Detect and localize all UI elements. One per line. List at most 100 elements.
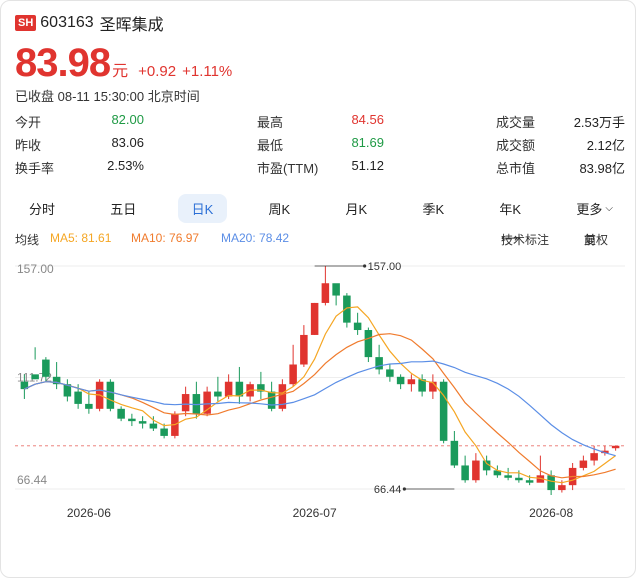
tab-label: 分时 [29,201,56,217]
stat-value: 2.12亿 [586,138,625,153]
stat-label: 成交量 [496,115,536,130]
candle-body [74,391,82,404]
candle-body [525,480,534,483]
adjust-prefix: 前 [584,233,597,247]
candle-body [192,394,201,414]
stat-value: 81.69 [351,135,384,150]
x-axis-label: 2026-08 [529,506,573,520]
price-unit: 元 [112,63,129,80]
tab-label: 年K [499,201,522,217]
candle-body [31,374,39,380]
current-price: 83.98 [15,41,111,85]
stats-row: 昨收 83.06 最低 81.69 成交额 2.12亿 [15,135,625,158]
candle-body [343,295,351,323]
ma-legend: 均线 MA5: 81.61 MA10: 76.97 MA20: 78.42 ⟷ … [15,231,625,247]
stats-row: 今开 82.00 最高 84.56 成交量 2.53万手 [15,112,625,135]
tab-label: 月K [345,201,368,217]
candle-body [536,475,545,483]
tab-period[interactable]: 更多 ⌵ [562,194,627,223]
stat-label: 今开 [15,115,42,130]
price-row: 83.98 元 +0.92 +1.11% [15,41,232,85]
candle-body [235,381,244,397]
market-status: 已收盘 08-11 15:30:00 北京时间 [15,89,200,104]
candle-body [407,379,416,385]
chevron-down-icon: ⌵ [605,202,613,214]
candle-body [214,391,222,397]
y-axis-bottom-label: 66.44 [17,473,47,487]
candle-body [515,477,523,481]
min-marker-dot [402,487,406,491]
ma20-line [24,360,616,457]
candle-body [300,334,308,365]
tab-period[interactable]: 分时 [15,194,69,223]
tab-period[interactable]: 季K [408,194,458,223]
candle-body [375,357,383,370]
ma10-value: MA10: 76.97 [131,231,200,245]
kline-chart[interactable]: 157.00111.7266.44157.0066.442026-062026-… [1,251,638,571]
stat-value: 83.06 [111,135,144,150]
tab-label: 五日 [110,201,137,217]
candle-body [601,450,609,454]
stock-code: 603163 [40,14,94,31]
candle-body [579,460,588,468]
candle-body [461,465,469,481]
ma5-value: MA5: 81.61 [50,231,112,245]
exchange-badge: SH [15,15,37,31]
candle-body [160,428,168,436]
candle-body [364,330,373,358]
candle-body [439,381,448,441]
price-change-percent: +1.11% [182,63,233,80]
candle-body [128,418,136,422]
tech-annotation-icon: ⟷ [501,231,519,245]
price-change: +0.92 [138,63,177,80]
x-axis-label: 2026-06 [67,506,111,520]
candle-body [289,364,297,385]
candle-body [138,421,147,424]
stat-value: 82.00 [111,112,144,127]
period-tabs: 分时 五日 日K 周K 月K 季K 年K 更多 ⌵ [15,193,627,223]
stat-label: 最高 [257,115,284,130]
tab-period[interactable]: 年K [485,194,535,223]
candle-body [332,283,340,296]
candle-body [611,445,620,449]
stat-label: 昨收 [15,138,42,153]
tab-period[interactable]: 周K [255,194,305,223]
tab-label: 更多 [576,201,603,217]
candle-body [321,283,330,303]
stat-label: 总市值 [496,161,536,176]
stat-label: 换手率 [15,161,55,176]
max-marker-dot [363,264,367,268]
tab-label: 日K [191,201,214,217]
candle-body [396,376,405,385]
stat-value: 2.53万手 [573,115,625,130]
candle-body [257,384,265,392]
candle-body [418,379,426,392]
candle-body [429,381,437,392]
tab-period[interactable]: 五日 [96,194,150,223]
candle-body [63,384,72,397]
candle-body [181,394,190,412]
candle-body [106,381,115,409]
stats-grid: 今开 82.00 最高 84.56 成交量 2.53万手 昨收 83.06 最低 81.69 成交额… [15,112,625,181]
candle-body [203,391,211,414]
candle-body [224,381,233,397]
y-axis-top-label: 157.00 [17,262,54,276]
candle-body [472,460,480,481]
candle-body [42,359,50,377]
stat-value: 2.53% [107,158,144,173]
ma20-value: MA20: 78.42 [221,231,290,245]
candle-body [149,423,158,429]
candle-body [590,453,598,461]
candle-body [558,485,566,491]
candle-body [450,440,459,466]
candle-body [493,470,502,476]
stat-label: 成交额 [496,138,536,153]
tab-period[interactable]: 日K [177,193,228,223]
tab-period[interactable]: 月K [332,194,382,223]
stat-value: 51.12 [351,158,384,173]
candle-body [20,381,29,390]
ma-label: 均线 [15,233,40,247]
adjust-label: 复权 [584,233,609,247]
tab-label: 周K [268,201,291,217]
